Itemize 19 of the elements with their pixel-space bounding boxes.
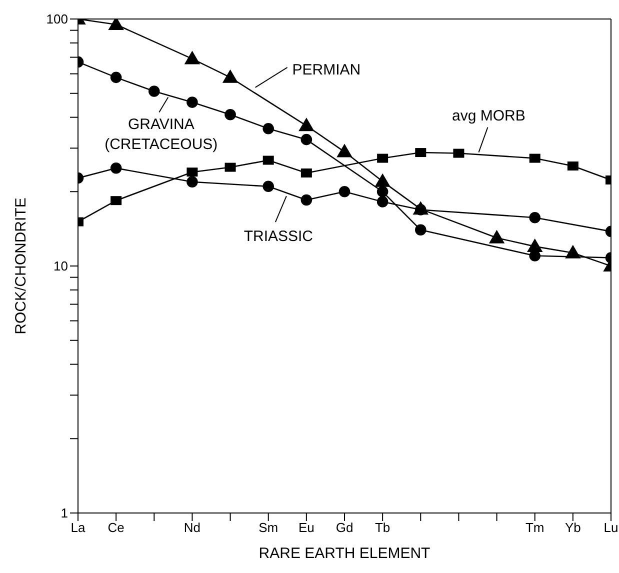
x-axis-title: RARE EARTH ELEMENT bbox=[258, 545, 430, 562]
x-tick-label: Sm bbox=[258, 520, 278, 536]
x-tick-label: Eu bbox=[298, 520, 314, 536]
x-tick-label: La bbox=[70, 520, 86, 536]
x-tick-label: Nd bbox=[184, 520, 201, 536]
x-tick-label: Ce bbox=[108, 520, 124, 536]
legend-label: TRIASSIC bbox=[244, 228, 314, 246]
y-axis-title: ROCK/CHONDRITE bbox=[12, 198, 30, 334]
x-tick-label: Yb bbox=[564, 520, 581, 536]
y-tick-label: 100 bbox=[46, 12, 68, 27]
y-tick-label: 1 bbox=[60, 506, 68, 521]
series-label: avg MORB bbox=[452, 107, 526, 124]
legend-label: GRAVINA (CRETACEOUS) bbox=[104, 116, 218, 154]
x-tick-label: Lu bbox=[604, 520, 618, 536]
text: PERMIAN bbox=[292, 61, 361, 78]
x-tick-label: Tm bbox=[525, 520, 544, 536]
y-tick-label: 10 bbox=[54, 258, 68, 274]
x-tick-label: Gd bbox=[336, 520, 354, 536]
x-tick-label: Tb bbox=[374, 520, 390, 536]
